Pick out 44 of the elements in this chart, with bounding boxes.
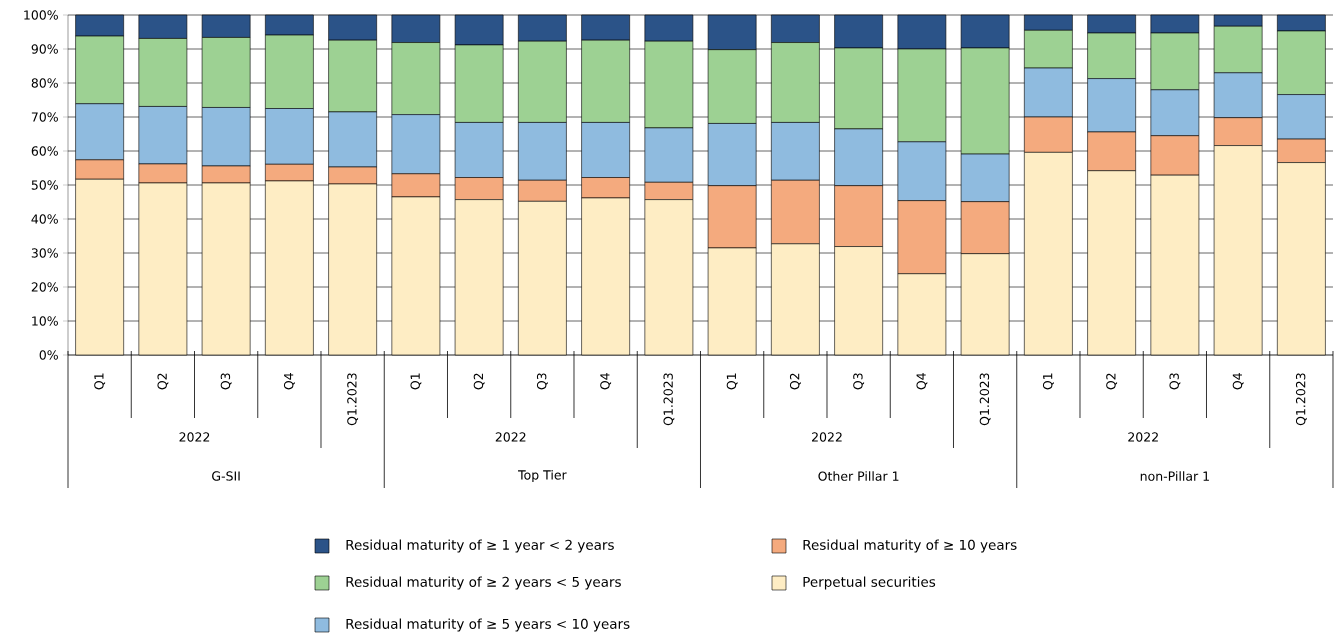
x-tick-label: Q4 xyxy=(283,373,295,390)
y-tick-label: 100% xyxy=(24,10,58,20)
y-tick-label: 60% xyxy=(31,146,58,156)
x-tick-label: Q2 xyxy=(473,373,485,390)
x-tick-label: Q3 xyxy=(1169,373,1181,390)
text: 2022 xyxy=(812,432,842,442)
x-tick-label: Q1 xyxy=(94,373,106,390)
text: non-Pillar 1 xyxy=(1140,471,1209,481)
legend-label: Residual maturity of ≥ 2 years < 5 years xyxy=(346,576,621,590)
x-tick-label: Q3 xyxy=(536,373,548,390)
legend-label: Perpetual securities xyxy=(803,576,936,590)
x-tick-label: Q1 xyxy=(1042,373,1054,390)
x-tick-label: Q4 xyxy=(600,373,612,390)
text: 2022 xyxy=(495,432,526,442)
legend-label: Residual maturity of ≥ 5 years < 10 years xyxy=(346,618,630,632)
legend-label: Residual maturity of ≥ 1 year < 2 years xyxy=(346,539,614,553)
y-tick-label: 80% xyxy=(31,78,58,88)
y-tick-label: 10% xyxy=(32,316,58,326)
x-tick-label: Q3 xyxy=(220,373,232,390)
text: 2022 xyxy=(1128,432,1158,442)
x-tick-label: Q4 xyxy=(1232,373,1244,390)
x-tick-label: Q1.2023 xyxy=(347,373,359,426)
y-tick-label: 0% xyxy=(39,350,58,360)
y-tick-label: 70% xyxy=(31,112,58,122)
y-tick-label: 30% xyxy=(31,248,58,258)
x-tick-label: Q3 xyxy=(853,373,865,390)
x-tick-label: Q1.2023 xyxy=(1295,373,1307,426)
x-tick-label: Q2 xyxy=(1106,373,1118,390)
x-tick-label: Q2 xyxy=(157,373,169,390)
x-tick-label: Q1 xyxy=(726,373,738,390)
y-tick-label: 90% xyxy=(31,44,58,54)
x-tick-label: Q4 xyxy=(916,373,928,390)
x-tick-label: Q1 xyxy=(410,373,422,390)
y-tick-label: 40% xyxy=(31,214,58,224)
text: 2022 xyxy=(179,432,210,442)
y-tick-label: 50% xyxy=(31,180,58,190)
x-tick-label: Q2 xyxy=(789,373,801,390)
x-tick-label: Q1.2023 xyxy=(979,373,991,426)
text: Other Pillar 1 xyxy=(818,471,899,481)
y-tick-label: 20% xyxy=(31,282,58,292)
legend-label: Residual maturity of ≥ 10 years xyxy=(803,539,1017,553)
text: G-SII xyxy=(212,471,240,481)
text: Top Tier xyxy=(518,469,567,483)
x-tick-label: Q1.2023 xyxy=(663,373,675,426)
